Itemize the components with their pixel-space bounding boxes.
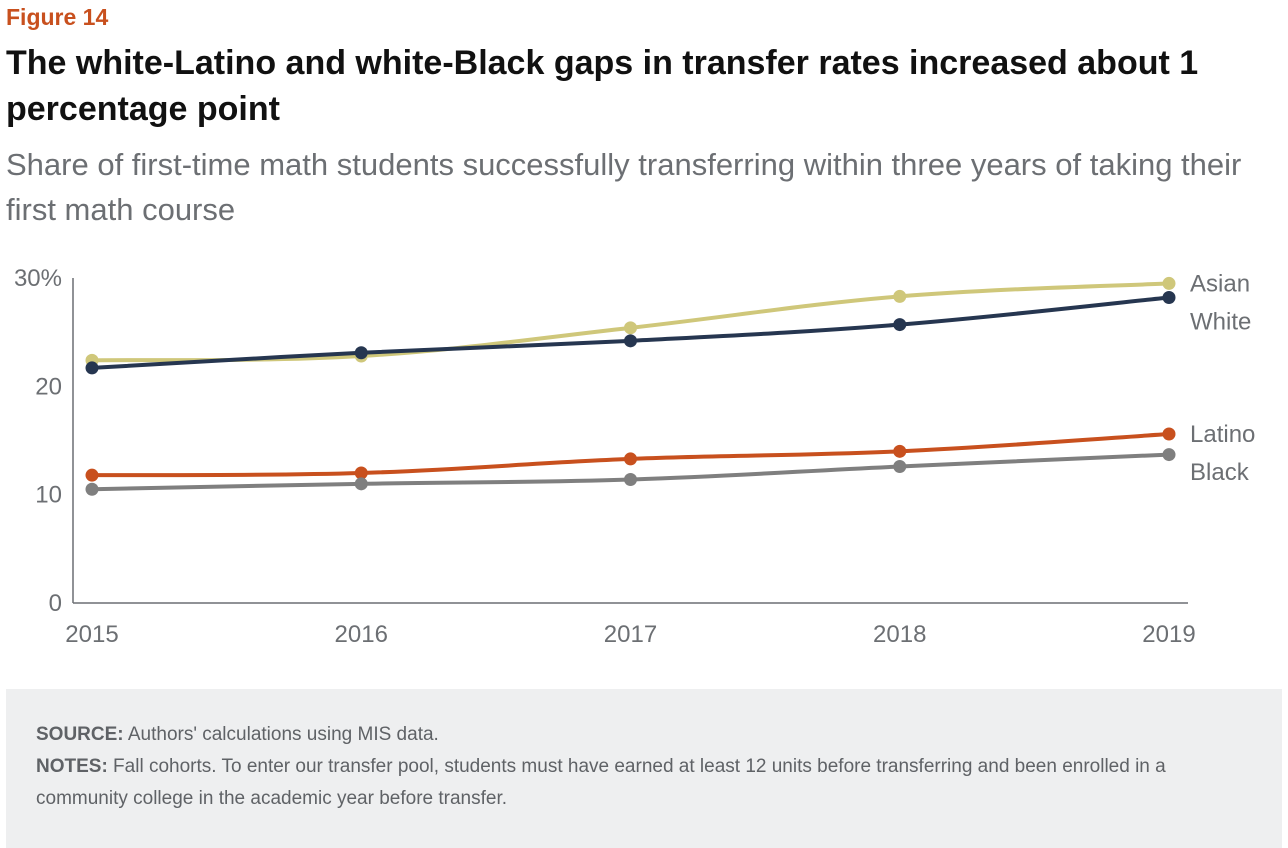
x-tick-label: 2015 (65, 621, 118, 648)
legend-label-white: White (1190, 308, 1251, 335)
source-label: SOURCE: (36, 724, 124, 745)
data-point-latino (85, 468, 99, 482)
data-point-black (85, 482, 99, 496)
legend-label-asian: Asian (1190, 270, 1250, 297)
series-asian (85, 276, 1176, 367)
data-point-latino (354, 466, 368, 480)
data-point-white (354, 346, 368, 360)
data-point-black (354, 477, 368, 491)
chart-legend: Asian White Latino Black (1190, 270, 1255, 486)
data-point-white (85, 361, 99, 375)
source-text: Authors' calculations using MIS data. (123, 724, 439, 745)
chart-series (85, 276, 1176, 496)
data-point-black (624, 473, 637, 486)
x-tick-label: 2018 (873, 621, 926, 648)
data-point-asian (893, 289, 907, 303)
y-tick-label: 30% (14, 265, 62, 292)
series-black (85, 448, 1176, 496)
data-point-white (624, 334, 637, 348)
chart-subtitle: Share of first-time math students succes… (6, 147, 1242, 227)
data-point-white (893, 318, 907, 332)
x-tick-label: 2019 (1142, 621, 1195, 648)
data-point-latino (1162, 427, 1176, 441)
data-point-white (1162, 291, 1176, 304)
data-point-asian (624, 321, 637, 335)
data-point-latino (893, 444, 907, 458)
legend-label-latino: Latino (1190, 421, 1255, 448)
x-tick-label: 2016 (335, 621, 388, 648)
data-point-asian (1162, 276, 1176, 290)
notes-line: NOTES: Fall cohorts. To enter our transf… (36, 751, 1256, 815)
chart-title: The white-Latino and white-Black gaps in… (6, 44, 1199, 128)
source-line: SOURCE: Authors' calculations using MIS … (36, 719, 1256, 751)
y-tick-label: 0 (49, 590, 62, 617)
chart-axes: 0 10 20 30% 2015 2016 2017 2018 2019 (14, 265, 1196, 648)
notes-text: Fall cohorts. To enter our transfer pool… (36, 756, 1166, 809)
data-point-latino (624, 452, 637, 466)
source-notes-panel: SOURCE: Authors' calculations using MIS … (6, 689, 1282, 848)
data-point-black (893, 460, 907, 473)
notes-label: NOTES: (36, 756, 108, 777)
legend-label-black: Black (1190, 459, 1250, 486)
y-tick-label: 20 (35, 373, 62, 400)
data-point-black (1162, 448, 1176, 462)
figure-label: Figure 14 (6, 4, 109, 30)
y-tick-label: 10 (35, 482, 62, 509)
x-tick-label: 2017 (604, 621, 657, 648)
series-white (85, 291, 1176, 375)
series-latino (85, 427, 1176, 482)
line-chart: 0 10 20 30% 2015 2016 2017 2018 2019 Asian White L… (14, 265, 1255, 648)
